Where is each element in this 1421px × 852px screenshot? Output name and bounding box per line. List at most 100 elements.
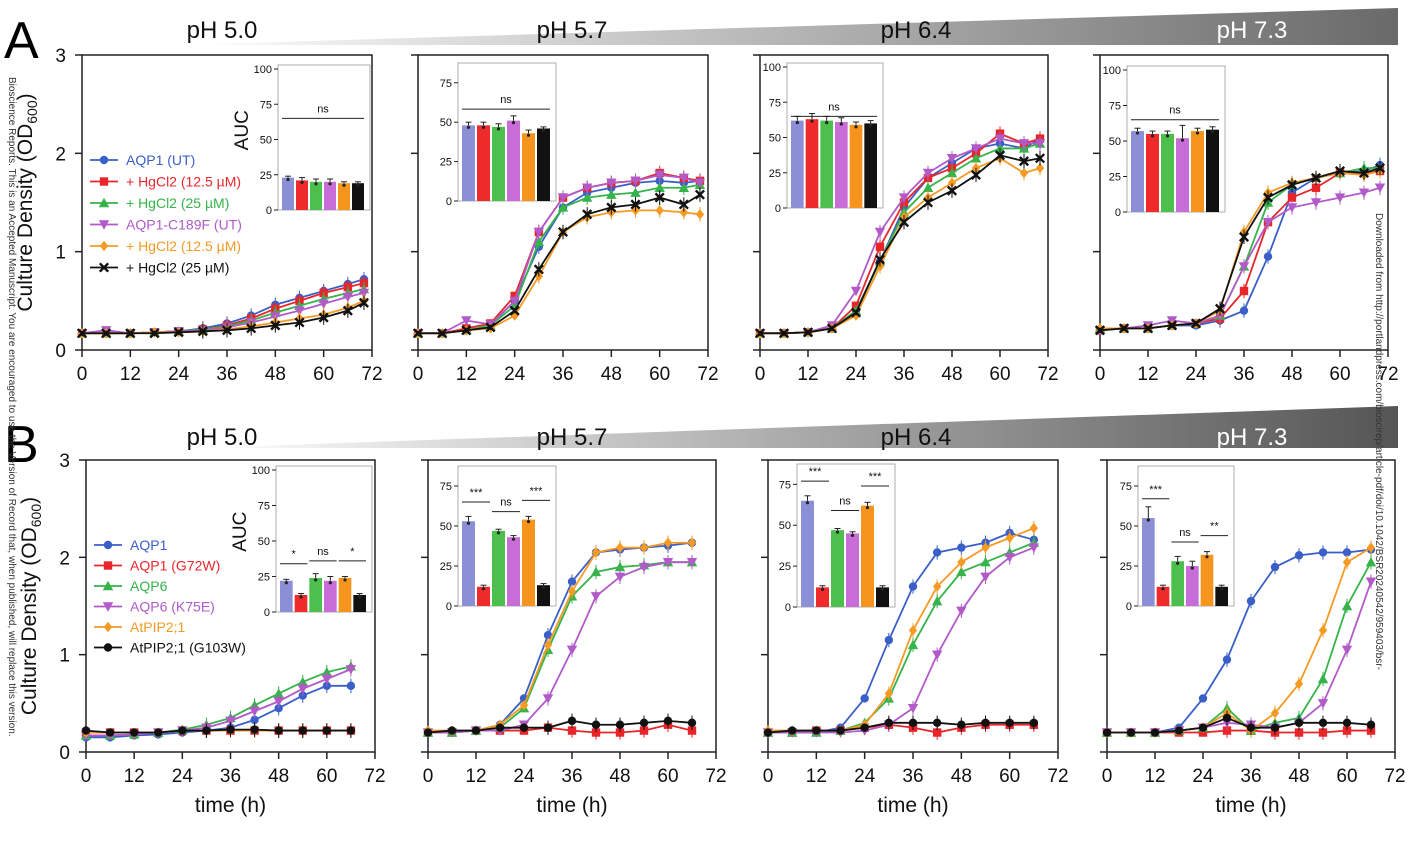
inset-y-tick-label: 25: [260, 170, 272, 182]
data-point: [226, 725, 235, 734]
auc-bar: [1131, 131, 1144, 212]
data-point: [1239, 286, 1249, 296]
x-tick-label: 48: [609, 766, 630, 787]
x-tick-label: 36: [561, 766, 582, 787]
data-point: [850, 286, 862, 297]
data-point: [590, 592, 602, 602]
y-tick-label: 2: [59, 548, 70, 569]
inset-y-tick-label: 0: [1115, 207, 1121, 219]
auc-bar: [296, 180, 308, 210]
data-point: [149, 328, 160, 339]
data-point: [1005, 532, 1014, 544]
data-point: [202, 726, 211, 735]
data-point: [947, 177, 957, 189]
data-point: [566, 645, 578, 655]
data-point: [543, 631, 553, 640]
data-point: [1029, 718, 1039, 727]
auc-bar: [1161, 133, 1174, 212]
auc-bar: [835, 121, 848, 208]
chart-panel: pH 6.4 0 12 24 36 48 60 72 time (h) 0 25 50 75 *** ns *…: [761, 424, 1069, 817]
legend-label: AQP1: [130, 537, 168, 553]
data-point: [273, 697, 284, 707]
data-point: [654, 182, 665, 192]
data-point: [606, 202, 617, 213]
data-point: [1374, 183, 1386, 193]
x-tick-label: 24: [845, 364, 867, 385]
x-tick-label: 0: [755, 364, 766, 385]
data-point: [1035, 162, 1045, 174]
inset-y-tick-label: 25: [440, 561, 452, 573]
data-point: [485, 322, 496, 333]
significance-label: *: [292, 549, 297, 561]
data-point: [557, 202, 569, 212]
inset-y-tick-label: 0: [785, 602, 791, 614]
data-point: [754, 328, 766, 339]
data-point: [1286, 179, 1298, 190]
auc-point: [481, 125, 486, 129]
data-point: [898, 193, 910, 203]
significance-label: ns: [828, 101, 840, 113]
series-line: [427, 719, 693, 734]
significance-label: ns: [500, 497, 512, 509]
auc-point: [314, 578, 318, 582]
x-tick-label: 24: [854, 766, 876, 787]
data-point: [884, 718, 894, 727]
data-point: [461, 325, 472, 336]
data-point: [687, 726, 697, 735]
chart-panel: pH 6.4 0 12 24 36 48 60 72 0 25 50 75 100 ns: [753, 17, 1059, 385]
data-point: [778, 328, 790, 339]
data-point: [567, 577, 577, 586]
x-tick-label: 60: [316, 766, 337, 787]
x-tick-label: 48: [268, 766, 289, 787]
auc-bar: [1176, 138, 1189, 212]
data-point: [908, 625, 918, 636]
inset-y-label: AUC: [232, 110, 253, 150]
data-point: [519, 723, 529, 732]
auc-bar: [310, 181, 322, 210]
inset-y-tick-label: 75: [1120, 481, 1132, 493]
auc-inset: 0 25 50 75 ns: [440, 62, 557, 208]
data-point: [1334, 193, 1346, 203]
data-point: [298, 726, 307, 735]
auc-bar: [477, 586, 490, 606]
auc-point: [356, 183, 360, 187]
auc-point: [810, 119, 814, 123]
data-point: [509, 305, 520, 316]
data-point: [1342, 548, 1352, 557]
data-point: [1034, 139, 1046, 149]
auc-point: [825, 120, 829, 125]
x-tick-label: 12: [465, 766, 486, 787]
auc-bar: [1186, 566, 1199, 606]
data-point: [884, 688, 894, 699]
data-point: [1198, 694, 1208, 703]
auc-point: [1146, 518, 1150, 522]
data-point: [250, 715, 259, 725]
data-point: [694, 178, 706, 189]
data-point: [197, 326, 208, 337]
ph-title: pH 5.7: [537, 17, 608, 44]
data-point: [1286, 203, 1298, 213]
auc-bar: [280, 580, 293, 612]
data-point: [850, 307, 862, 318]
data-point: [860, 723, 869, 732]
data-point: [1126, 728, 1136, 737]
y-tick-label: 0: [59, 743, 70, 764]
auc-point: [284, 581, 288, 585]
data-point: [1094, 325, 1106, 336]
inset-y-tick-label: 75: [779, 479, 791, 491]
data-point: [533, 227, 545, 238]
x-tick-label: 72: [364, 766, 385, 787]
inset-y-tick-label: 0: [266, 205, 272, 217]
data-point: [297, 676, 308, 687]
auc-point: [286, 177, 290, 182]
x-tick-label: 12: [124, 766, 145, 787]
inset-y-tick-label: 75: [260, 99, 272, 111]
data-point: [1342, 557, 1352, 568]
data-point: [249, 706, 260, 717]
auc-point: [496, 127, 501, 131]
data-point: [615, 720, 625, 729]
data-point: [1034, 153, 1046, 164]
x-tick-label: 60: [1336, 766, 1357, 787]
x-tick-label: 48: [1288, 766, 1309, 787]
data-point: [874, 227, 886, 238]
